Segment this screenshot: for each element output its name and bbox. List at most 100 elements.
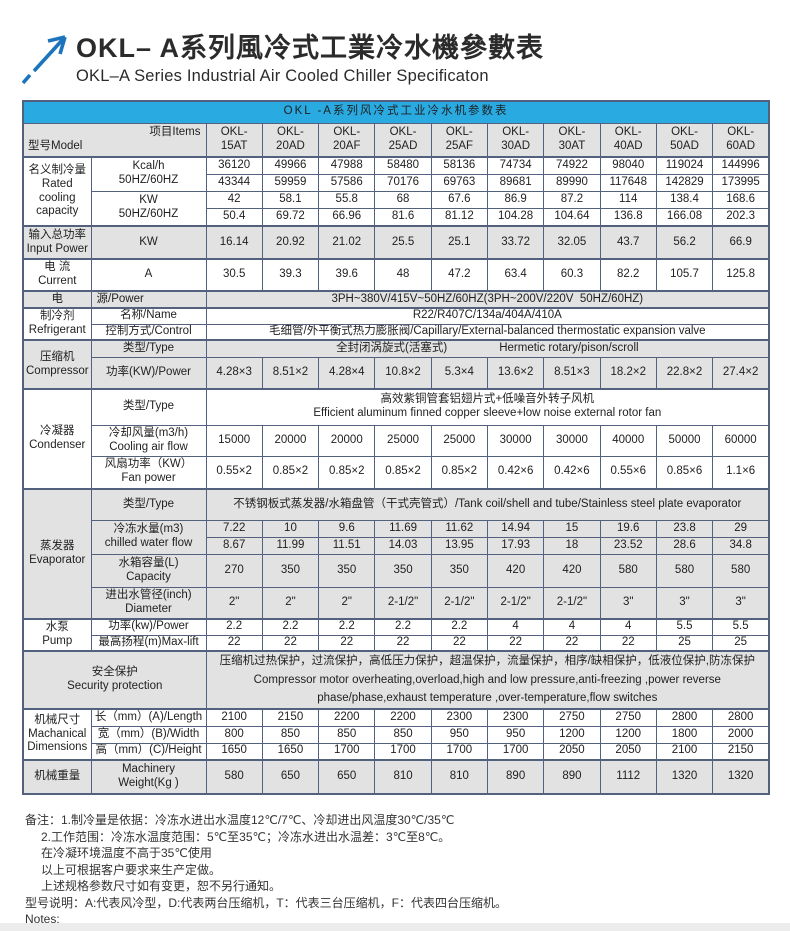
table-row: 43344 59959 57586 70176 69763 89681 89990 11764…: [23, 173, 770, 192]
table-row: 型号Model 项目Items OKL- 15AT OKL- 20AD OKL- 20AF OK…: [22, 122, 770, 158]
value-cell: 13.6×2: [486, 356, 545, 390]
value-cell: 2-1/2": [543, 586, 601, 620]
value-cell: 89681: [486, 173, 545, 192]
value-cell: 69.72: [261, 207, 320, 227]
value-cell: 1800: [655, 725, 714, 744]
value-cell: 11.51: [318, 536, 376, 555]
value-cell: 650: [318, 759, 376, 795]
value-cell: 0.55×2: [205, 455, 263, 490]
value-cell: 11.69: [374, 519, 432, 538]
value-cell: 49966: [261, 156, 320, 175]
value-cell: 650: [261, 759, 320, 795]
bottom-strip: [0, 923, 790, 931]
row-label-air_flow: 冷却风量(m3/h) Cooling air flow: [90, 424, 207, 457]
value-cell: 3": [599, 586, 657, 620]
value-cell: 2-1/2": [430, 586, 488, 620]
value-cell: 1.1×6: [712, 455, 770, 490]
row-label-len: 长（mm）(A)/Length: [90, 708, 207, 727]
note-line: 在冷凝环境温度不高于35℃使用: [41, 846, 212, 860]
value-cell: 4: [599, 618, 657, 636]
value-cell: 15000: [205, 424, 263, 457]
value-cell: 104.28: [486, 207, 545, 227]
value-cell: 57586: [318, 173, 376, 192]
row-label-kw: KW 50HZ/60HZ: [90, 190, 207, 227]
value-cell: 33.72: [486, 225, 545, 260]
table-row: 名义制冷量 Rated cooling capacity Kcal/h 50HZ/60HZ…: [22, 156, 770, 227]
row-label-tank: 水箱容量(L) Capacity: [90, 553, 207, 588]
value-cell: 1700: [374, 742, 432, 761]
value-cell: 43.7: [599, 225, 657, 260]
value-cell: 58480: [374, 156, 432, 175]
value-cell: 0.42×6: [486, 455, 545, 490]
notes: 备注：1.制冷量是依据：冷冻水进出水温度12℃/7℃、冷却进出风温度30℃/35…: [25, 812, 765, 928]
value-cell: 2.2: [205, 618, 263, 636]
page-title: OKL– A系列風冷式工業冷水機參數表: [76, 33, 545, 63]
table-row: 最高扬程(m)Max-lift 22 22 22 22 22 22 22 22 25 25: [23, 634, 770, 652]
value-cell: 68: [374, 190, 432, 209]
value-cell: 55.8: [318, 190, 376, 209]
value-cell: 5.5: [712, 618, 770, 636]
row-label-control: 控制方式/Control: [90, 323, 207, 341]
value-cell: 56.2: [655, 225, 714, 260]
value-cell: 2750: [543, 708, 601, 727]
row-label-pipe: 进出水管径(inch) Diameter: [90, 586, 207, 620]
value-cell: 142829: [655, 173, 714, 192]
brand-arrow-icon: [21, 33, 72, 85]
value-cell: 850: [318, 725, 376, 744]
value-cell: 890: [486, 759, 545, 795]
value-cell: 1650: [205, 742, 263, 761]
value-cell: 950: [430, 725, 488, 744]
value-cell: 1700: [318, 742, 376, 761]
table-row: 冷却风量(m3/h) Cooling air flow 15000 20000 2000…: [23, 424, 770, 457]
table-row: 蒸发器 Evaporator 类型/Type 不锈钢板式蒸发器/水箱盘管（干式壳管式）…: [22, 488, 770, 620]
value-cell: 1650: [261, 742, 320, 761]
value-cell: 2050: [543, 742, 601, 761]
value-cell: 58.1: [261, 190, 320, 209]
value-cell: 15: [543, 519, 601, 538]
value-cell: 18.2×2: [599, 356, 657, 390]
value-cell: 23.8: [655, 519, 714, 538]
value-cell: 22: [261, 634, 320, 652]
table-row: 压缩机 Compressor 类型/Type 全封闭涡旋式(活塞式) Hermetic …: [22, 339, 770, 390]
value-cell: 850: [374, 725, 432, 744]
value-cell: 350: [318, 553, 376, 588]
value-cell: 2.2: [261, 618, 320, 636]
value-cell: 2100: [205, 708, 263, 727]
row-label-weight_zh: 机械重量: [22, 759, 92, 795]
value-cell: 22.8×2: [655, 356, 714, 390]
row-label-comp_power: 功率(KW)/Power: [90, 356, 207, 390]
row-label-dims: 机械尺寸 Machanical Dimensions: [22, 708, 92, 761]
value-cell: 173995: [712, 173, 770, 192]
span-refrigerant_control: 毛细管/外平衡式热力膨胀阀/Capillary/External-balance…: [205, 323, 770, 341]
value-cell: 7.22: [205, 519, 263, 538]
value-cell: 2800: [655, 708, 714, 727]
value-cell: 0.55×6: [599, 455, 657, 490]
value-cell: 166.08: [655, 207, 714, 227]
value-cell: 119024: [655, 156, 714, 175]
value-cell: 3": [712, 586, 770, 620]
value-cell: 1200: [543, 725, 601, 744]
value-cell: 1112: [599, 759, 657, 795]
row-label-condenser: 冷凝器 Condenser: [22, 388, 92, 490]
note-line: 型号说明：A:代表风冷型，D:代表两台压缩机，T：代表三台压缩机，F：代表四台压…: [25, 895, 508, 910]
value-cell: 0.85×6: [655, 455, 714, 490]
value-cell: 50.4: [205, 207, 263, 227]
value-cell: 2150: [261, 708, 320, 727]
table-row: 制冷剂 Refrigerant 名称/Name R22/R407C/134a/404A…: [22, 307, 770, 341]
table-row: KW 50HZ/60HZ 42 58.1 55.8 68 67.6 86.9 87.2 114 13…: [23, 190, 770, 227]
value-cell: 2": [205, 586, 263, 620]
row-label-type: 类型/Type: [90, 339, 207, 358]
span-power_supply: 3PH~380V/415V~50HZ/60HZ(3PH~200V/220V 50…: [205, 290, 770, 309]
value-cell: 4: [543, 618, 601, 636]
row-label-pump_power: 功率(kw)/Power: [90, 618, 207, 636]
value-cell: 10.8×2: [374, 356, 432, 390]
value-cell: 350: [374, 553, 432, 588]
value-cell: 67.6: [430, 190, 488, 209]
value-cell: 2": [261, 586, 320, 620]
value-cell: 350: [430, 553, 488, 588]
table-row: 高（mm）(C)/Height 1650 1650 1700 1700 1700 1700 2…: [23, 742, 770, 761]
value-cell: 25000: [430, 424, 488, 457]
value-cell: 70176: [374, 173, 432, 192]
model-header: OKL- 25AF: [430, 122, 488, 158]
